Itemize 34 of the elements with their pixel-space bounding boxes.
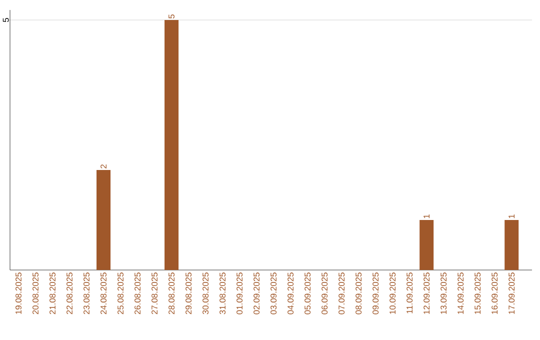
- x-tick-label: 23.08.2025: [84, 272, 90, 314]
- x-tick-label: 14.09.2025: [458, 272, 464, 314]
- x-tick-label: 26.08.2025: [134, 272, 141, 314]
- x-tick-label: 16.09.2025: [492, 272, 498, 314]
- x-tick-label: 13.09.2025: [440, 272, 447, 314]
- x-tick-label: 02.09.2025: [254, 272, 260, 314]
- x-tick-label: 05.09.2025: [304, 272, 311, 314]
- data-label: 1: [424, 214, 430, 218]
- x-tick-label: 28.08.2025: [168, 272, 175, 314]
- x-tick-label: 11.09.2025: [406, 272, 413, 314]
- x-tick-label: 20.08.2025: [32, 272, 38, 314]
- x-tick-label: 01.09.2025: [236, 272, 243, 314]
- x-tick-label: 25.08.2025: [118, 272, 124, 314]
- x-tick-label: 27.08.2025: [152, 272, 158, 314]
- data-label: 1: [508, 214, 515, 218]
- x-tick-label: 21.08.2025: [50, 272, 56, 314]
- x-tick-label: 19.08.2025: [16, 272, 22, 314]
- x-tick-label: 24.08.2025: [100, 272, 107, 314]
- x-tick-label: 15.09.2025: [474, 272, 481, 314]
- x-tick-label: 12.09.2025: [424, 272, 430, 314]
- x-tick-label: 08.09.2025: [356, 272, 362, 314]
- x-tick-label: 06.09.2025: [322, 272, 328, 314]
- x-tick-label: 31.08.2025: [220, 272, 226, 314]
- data-label: 2: [100, 164, 106, 168]
- x-tick-label: 07.09.2025: [338, 272, 345, 314]
- x-tick-label: 17.09.2025: [508, 272, 515, 314]
- x-tick-label: 03.09.2025: [270, 272, 277, 314]
- x-tick-label: 04.09.2025: [288, 272, 294, 314]
- x-tick-label: 30.08.2025: [202, 272, 209, 314]
- data-label: 5: [168, 14, 174, 18]
- x-tick-label: 10.09.2025: [390, 272, 396, 314]
- x-tick-label: 29.08.2025: [186, 272, 192, 314]
- x-tick-label: 09.09.2025: [372, 272, 379, 314]
- x-tick-label: 22.08.2025: [66, 272, 73, 314]
